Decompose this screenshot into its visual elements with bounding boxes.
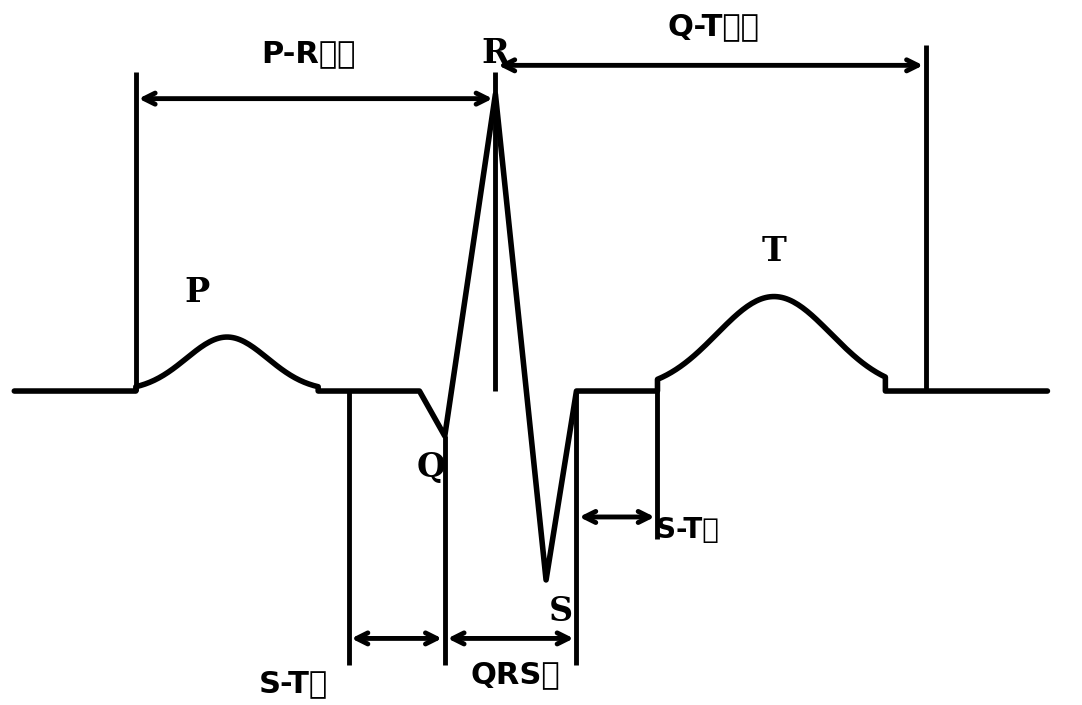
Text: S-T段: S-T段 (657, 517, 720, 544)
Text: R: R (481, 37, 510, 70)
Text: T: T (762, 235, 787, 268)
Text: Q: Q (417, 451, 446, 484)
Text: S-T段: S-T段 (259, 669, 328, 698)
Text: P-R间期: P-R间期 (261, 39, 355, 68)
Text: P: P (184, 276, 209, 309)
Text: Q-T间期: Q-T间期 (668, 12, 760, 41)
Text: S: S (550, 595, 573, 628)
Text: QRS群: QRS群 (471, 660, 560, 689)
